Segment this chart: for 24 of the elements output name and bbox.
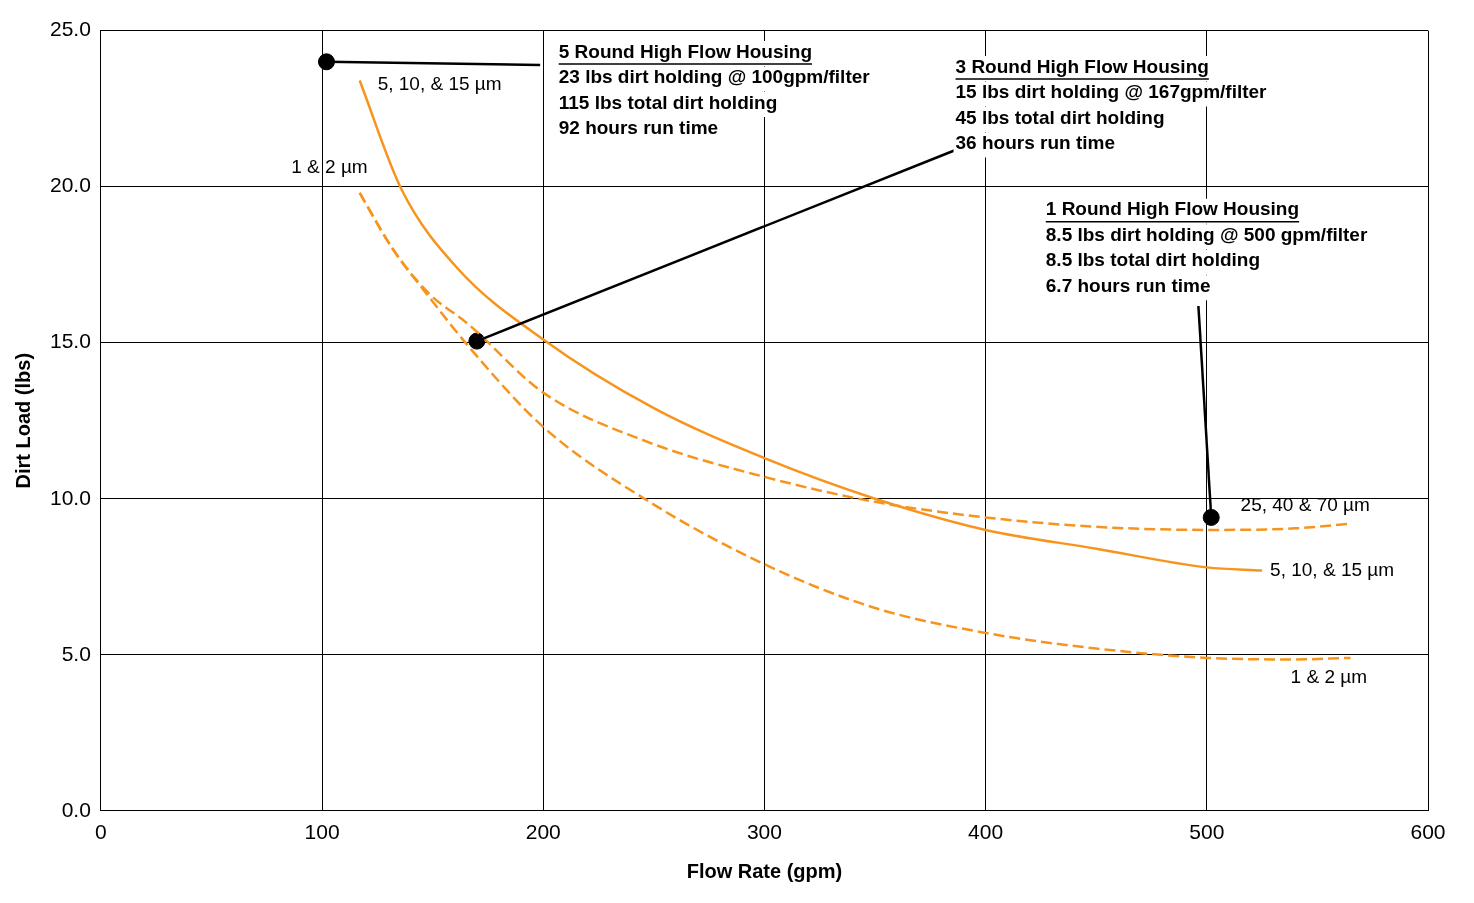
x-tick-label: 400 [968,820,1004,844]
point [1202,508,1220,526]
point [317,53,335,71]
x-tick-label: 500 [1189,820,1225,844]
y-tick-label: 10.0 [50,485,91,509]
annotation: 1 & 2 µm [291,156,368,178]
x-tick-label: 200 [525,820,561,844]
annotation: 3 Round High Flow Housing 15 lbs dirt holding @ 167gpm/filter 45 lbs total dirt holding 36 hours run time [955,55,1268,154]
y-tick-label: 15.0 [50,329,91,353]
x-tick-label: 0 [95,820,107,844]
series-label: 5, 10, & 15 µm [1270,558,1395,580]
y-tick-label: 0.0 [61,797,91,821]
annotation: 5 Round High Flow Housing 23 lbs dirt holding @ 100gpm/filter 115 lbs total dirt holding 92 hours run time [558,40,871,139]
y-tick-label: 5.0 [61,641,91,665]
x-axis-title: Flow Rate (gpm) [686,859,843,882]
y-axis-title: Dirt Load (lbs) [11,352,34,489]
series-label: 1 & 2 µm [1290,666,1368,688]
annotation: 1 Round High Flow Housing 8.5 lbs dirt holding @ 500 gpm/filter 8.5 lbs total dirt holding 6.7 hours run time [1045,198,1368,296]
y-tick-label: 20.0 [50,173,91,197]
x-tick-label: 300 [746,820,782,844]
x-tick-label: 100 [304,820,340,844]
y-tick-label: 25.0 [50,17,91,41]
annotation: 5, 10, & 15 µm [377,72,502,94]
x-tick-label: 600 [1410,820,1446,844]
